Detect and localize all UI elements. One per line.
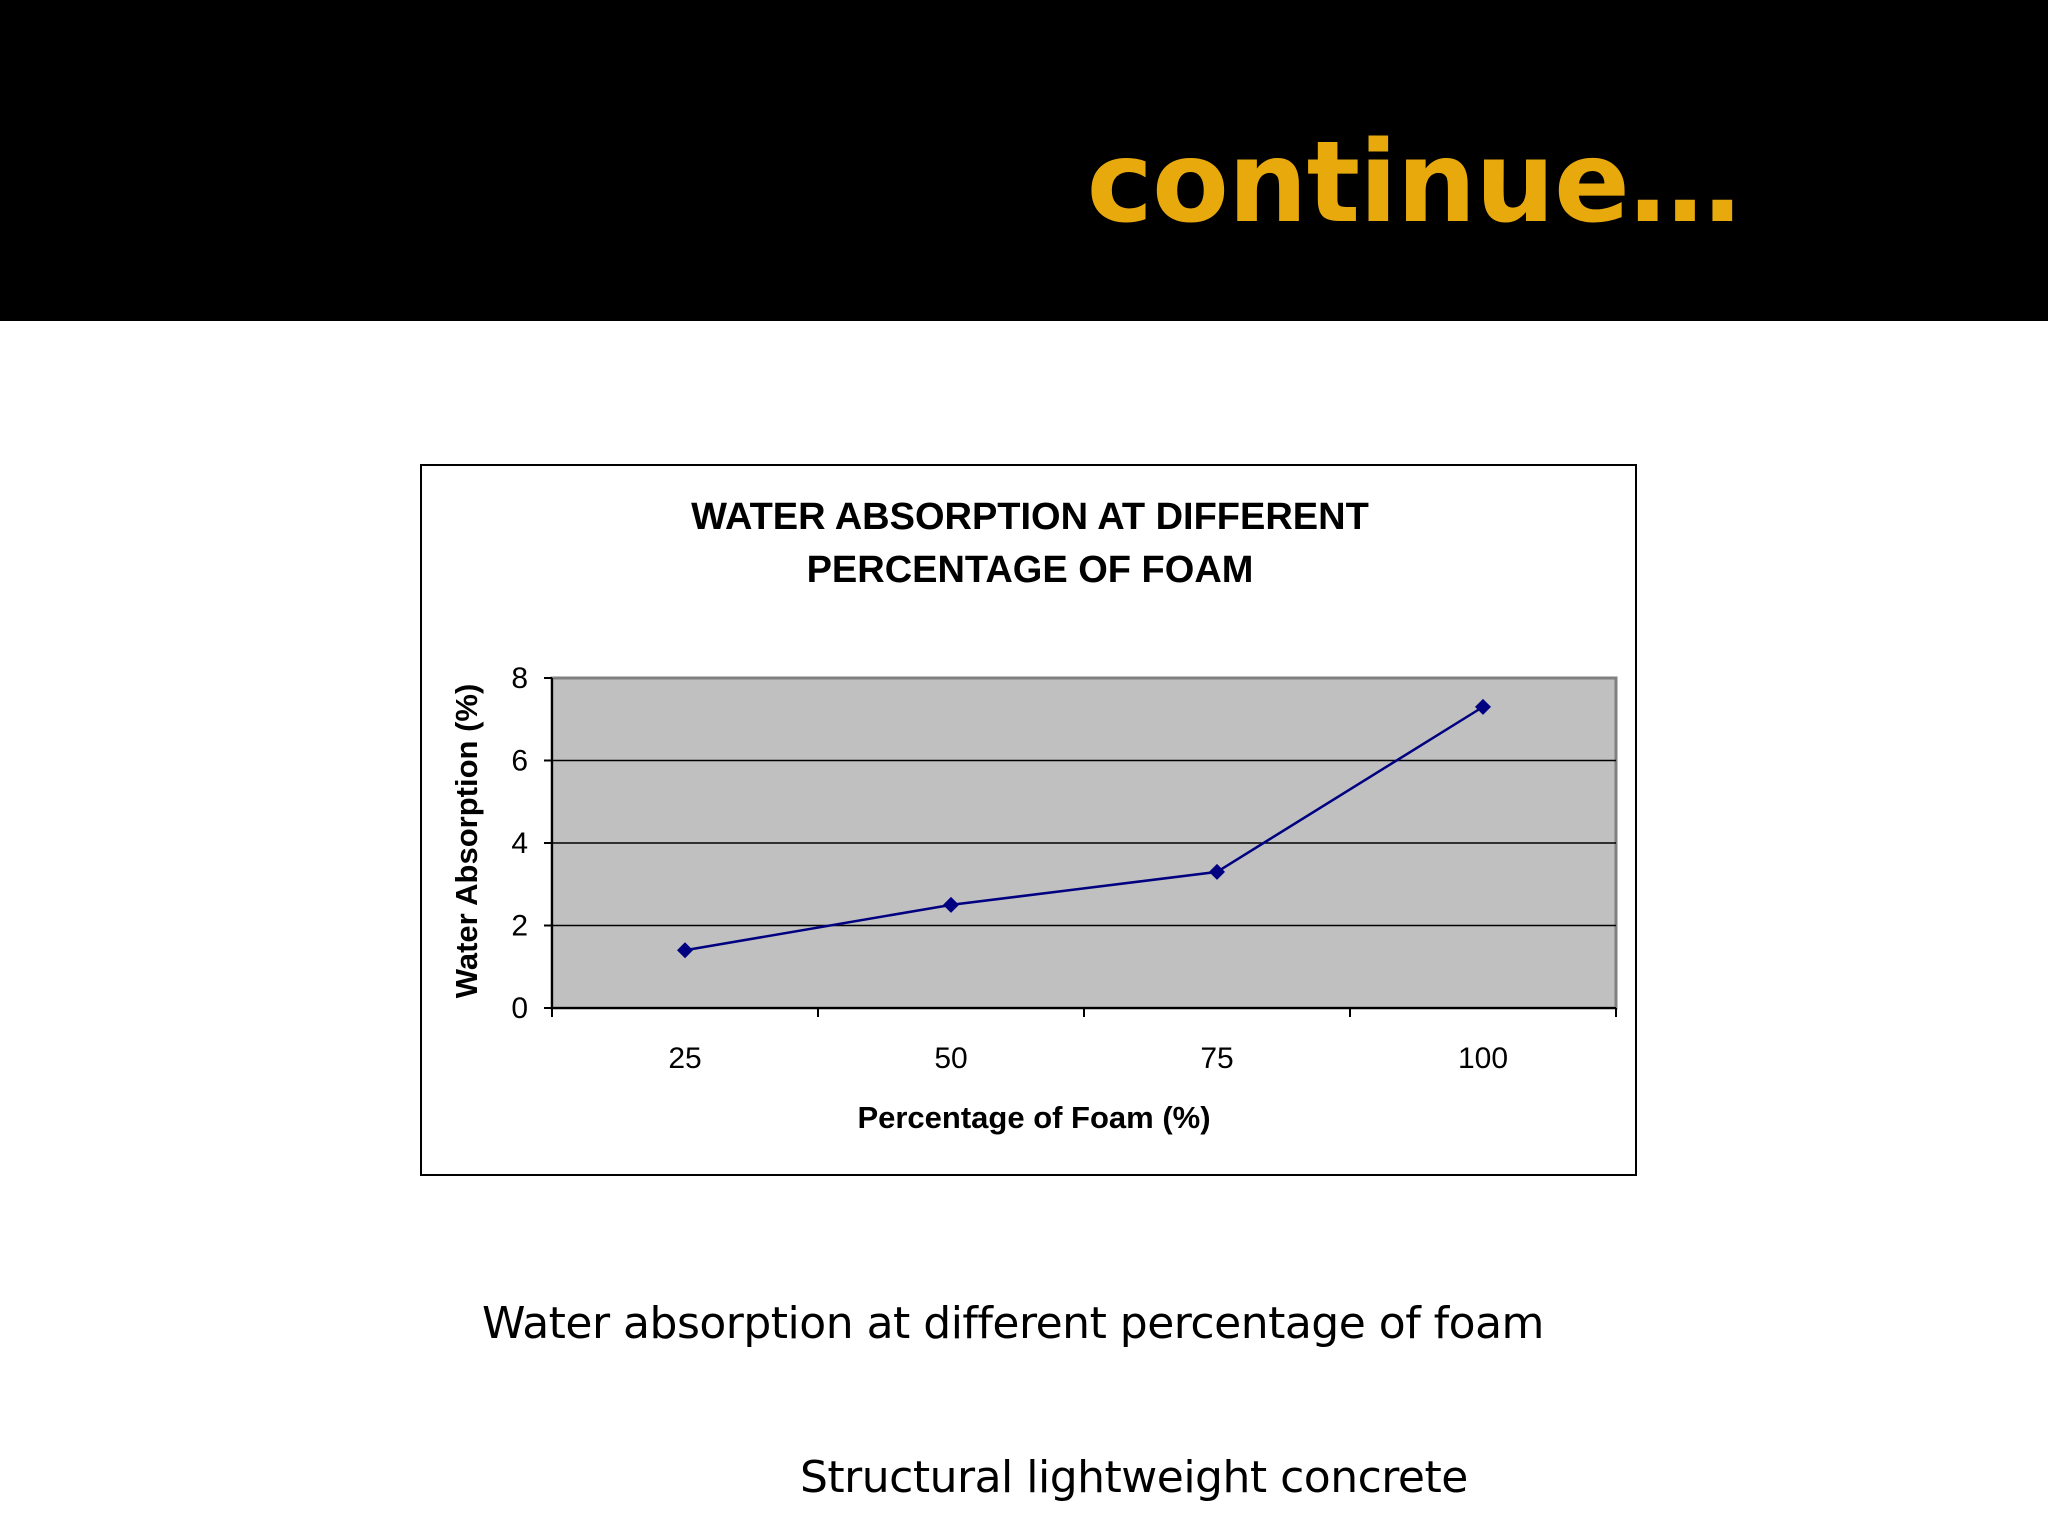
header-band	[0, 0, 2048, 321]
y-tick-label: 0	[511, 992, 528, 1025]
data-point-100	[1475, 698, 1491, 715]
x-tick-label: 100	[1458, 1042, 1508, 1075]
series-line-0	[684, 705, 1484, 952]
figure-caption: Water absorption at different percentage…	[482, 1298, 1544, 1349]
y-tick-label: 6	[511, 745, 528, 778]
data-point-50	[943, 896, 959, 913]
x-tick-label: 50	[934, 1042, 967, 1075]
y-tick-label: 2	[511, 910, 528, 943]
line-chart: WATER ABSORPTION AT DIFFERENT PERCENTAGE …	[449, 496, 1618, 1135]
chart-frame: WATER ABSORPTION AT DIFFERENT PERCENTAGE …	[420, 464, 1637, 1176]
chart-title-line-2: PERCENTAGE OF FOAM	[807, 549, 1254, 591]
x-tick-label: 25	[668, 1042, 701, 1075]
x-tick-label: 75	[1200, 1042, 1233, 1075]
y-tick-label: 8	[511, 662, 528, 695]
data-point-25	[677, 942, 693, 959]
chart-title-line-1: WATER ABSORPTION AT DIFFERENT	[691, 496, 1369, 538]
y-axis-label: Water Absorption (%)	[449, 684, 484, 999]
slide-title: continue…	[1086, 118, 1741, 248]
y-tick-label: 4	[511, 827, 528, 860]
data-point-75	[1209, 863, 1225, 880]
x-axis-label: Percentage of Foam (%)	[857, 1100, 1210, 1135]
figure-subcaption: Structural lightweight concrete	[800, 1452, 1468, 1503]
